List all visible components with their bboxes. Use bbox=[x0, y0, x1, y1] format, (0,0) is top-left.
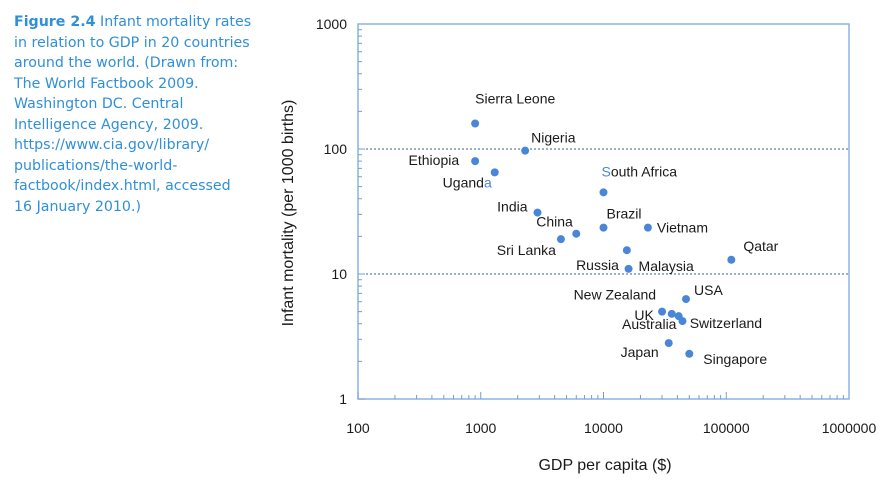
point-label: Switzerland bbox=[690, 315, 762, 331]
point-label: Japan bbox=[621, 344, 659, 360]
x-tick-label: 10000 bbox=[584, 420, 623, 436]
data-point bbox=[599, 188, 608, 197]
point-label: India bbox=[497, 199, 528, 215]
data-point bbox=[624, 264, 633, 273]
x-tick-label: 1000000 bbox=[822, 420, 877, 436]
point-label: Ethiopia bbox=[409, 152, 460, 168]
point-label: Nigeria bbox=[531, 130, 576, 146]
caption-line: in relation to GDP in 20 countries bbox=[14, 34, 250, 51]
data-point bbox=[622, 246, 631, 255]
point-label: Brazil bbox=[607, 206, 642, 222]
data-point bbox=[471, 119, 480, 128]
y-tick-label: 1 bbox=[339, 391, 347, 407]
point-label: Malaysia bbox=[639, 258, 694, 274]
point-label: Vietnam bbox=[657, 220, 708, 236]
y-tick-label: 1000 bbox=[316, 16, 347, 32]
point-label: Uganda bbox=[443, 174, 492, 190]
data-point bbox=[727, 255, 736, 264]
point-label: New Zealand bbox=[574, 287, 657, 303]
x-tick-label: 1000 bbox=[465, 420, 496, 436]
point-label: UK bbox=[634, 307, 654, 323]
point-label: Sierra Leone bbox=[475, 90, 555, 106]
data-point bbox=[599, 223, 608, 232]
caption-line: publications/the-world- bbox=[14, 157, 178, 174]
data-point bbox=[490, 168, 499, 177]
data-point bbox=[678, 317, 687, 326]
data-point bbox=[667, 309, 676, 318]
plot-frame bbox=[357, 23, 850, 400]
data-point bbox=[685, 349, 694, 358]
x-axis-label: GDP per capita ($) bbox=[538, 457, 671, 474]
y-tick-label: 10 bbox=[331, 266, 347, 282]
caption-line: https://www.cia.gov/library/ bbox=[14, 137, 210, 153]
x-tick-label: 100000 bbox=[703, 420, 750, 436]
point-label: Sri Lanka bbox=[497, 242, 556, 258]
point-label: USA bbox=[694, 282, 723, 298]
data-point bbox=[556, 235, 565, 244]
caption-line: Intelligence Agency, 2009. bbox=[14, 116, 204, 133]
data-point bbox=[471, 157, 480, 166]
data-point bbox=[533, 208, 542, 217]
data-point bbox=[658, 307, 667, 316]
caption-line: The World Factbook 2009. bbox=[14, 75, 199, 92]
point-label: Singapore bbox=[703, 351, 767, 367]
data-point bbox=[643, 223, 652, 232]
caption-line: Infant mortality rates bbox=[100, 14, 252, 30]
data-point bbox=[664, 339, 673, 348]
data-point bbox=[521, 146, 530, 155]
figure-label: Figure 2.4 bbox=[14, 14, 96, 30]
data-point bbox=[572, 229, 581, 238]
point-label: Australia bbox=[622, 316, 677, 332]
point-label: South Africa bbox=[602, 163, 678, 179]
data-point bbox=[682, 295, 690, 304]
figure-caption: Figure 2.4 Infant mortality rates in rela… bbox=[14, 12, 264, 217]
caption-line: 16 January 2010.) bbox=[14, 198, 142, 215]
y-tick-label: 100 bbox=[324, 141, 348, 157]
caption-line: around the world. (Drawn from: bbox=[14, 55, 239, 71]
point-label: China bbox=[536, 214, 573, 230]
point-label: Russia bbox=[576, 257, 619, 273]
x-tick-label: 100 bbox=[346, 420, 370, 436]
caption-line: factbook/index.html, accessed bbox=[14, 178, 231, 194]
point-label: Qatar bbox=[743, 238, 778, 254]
y-axis-label: Infant mortality (per 1000 births) bbox=[280, 100, 297, 327]
caption-line: Washington DC. Central bbox=[14, 96, 184, 112]
